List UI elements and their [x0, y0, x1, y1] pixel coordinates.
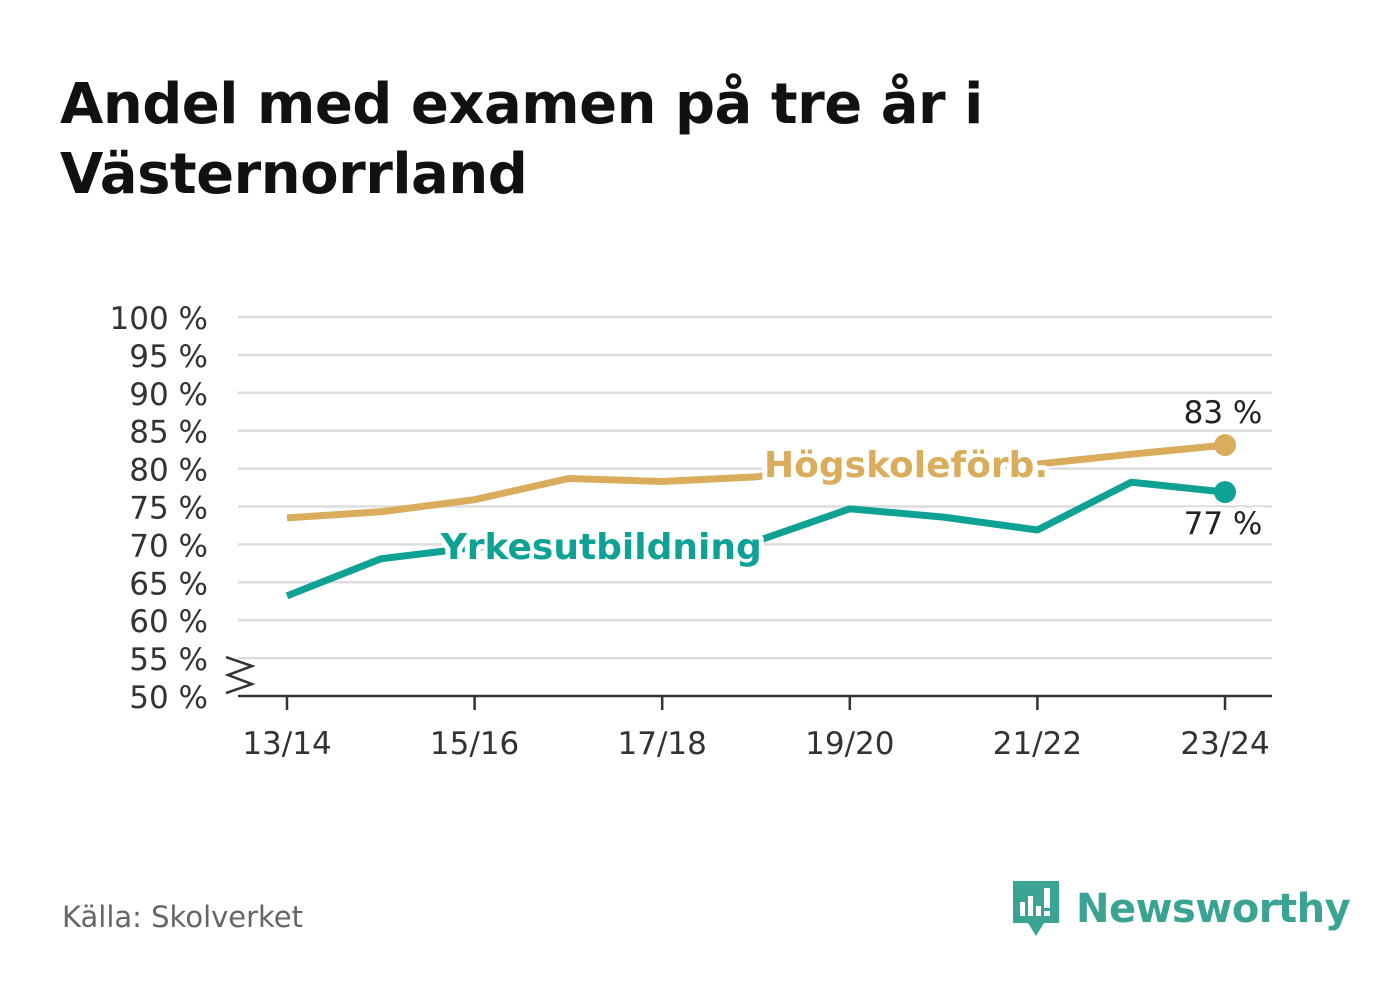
y-tick-label-80: 80 % [129, 453, 208, 489]
y-tick-label-55: 55 % [129, 642, 208, 678]
series-line-0 [286, 441, 1226, 522]
brand-name: Newsworthy [1076, 886, 1351, 932]
newsworthy-logo-icon [1013, 881, 1059, 936]
y-tick-label-70: 70 % [129, 528, 208, 564]
series-name-label-0: Högskoleförb. [764, 445, 1048, 486]
series-end-value-1: 77 % [1184, 506, 1263, 542]
series-name-label-1: Yrkesutbildning [440, 527, 762, 568]
x-tick-label-2: 17/18 [618, 726, 707, 762]
y-tick-label-85: 85 % [129, 415, 208, 451]
brand-logo: Newsworthy [1010, 878, 1351, 940]
x-tick-label-3: 19/20 [805, 726, 894, 762]
x-tick-label-4: 21/22 [993, 726, 1082, 762]
y-tick-label-50: 50 % [129, 680, 208, 716]
x-axis: 13/14 15/16 17/18 19/20 21/22 23/24 [224, 655, 1272, 762]
x-tick-label-5: 23/24 [1180, 726, 1269, 762]
y-axis-tick-labels: 50 %55 %60 %65 %70 %75 %80 %85 %90 %95 %… [110, 301, 208, 716]
y-tick-label-95: 95 % [129, 339, 208, 375]
series-lines [285, 434, 1236, 600]
axis-break-icon [224, 655, 256, 695]
series-labels: Högskoleförb. 83 % Yrkesutbildning 77 % [435, 391, 1267, 573]
y-tick-label-75: 75 % [129, 491, 208, 527]
series-end-marker-1 [1214, 481, 1236, 504]
chart-title: Andel med examen på tre år i Västernorrl… [60, 72, 983, 207]
series-end-marker-0 [1214, 434, 1236, 457]
series-end-value-0: 83 % [1184, 395, 1263, 431]
y-tick-label-60: 60 % [129, 604, 208, 640]
y-tick-label-90: 90 % [129, 377, 208, 413]
x-tick-label-0: 13/14 [242, 726, 331, 762]
y-tick-label-65: 65 % [129, 566, 208, 602]
source-note: Källa: Skolverket [62, 900, 304, 934]
x-tick-label-1: 15/16 [430, 726, 519, 762]
series-line-1 [285, 478, 1226, 600]
y-tick-label-100: 100 % [110, 301, 208, 337]
